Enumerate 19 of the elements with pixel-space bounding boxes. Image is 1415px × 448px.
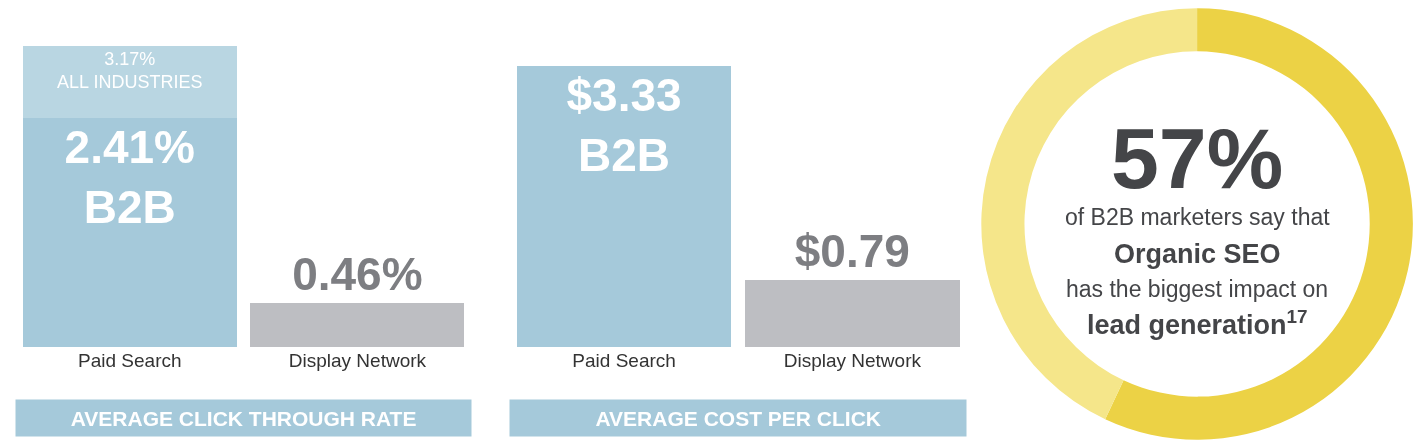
total-label: 3.17%: [104, 49, 156, 69]
text: AVERAGE COST PER CLICK: [595, 406, 881, 430]
x-tick-label: Display Network: [783, 350, 922, 371]
text: has the biggest impact on: [1066, 276, 1329, 302]
series-label: ALL INDUSTRIES: [57, 72, 203, 93]
data-label: $3.33: [566, 69, 682, 121]
data-label: $0.79: [794, 225, 910, 278]
data-label: 2.41%: [64, 121, 196, 174]
text: lead generation$^{17}$: [1087, 306, 1308, 341]
text: 57%: [1111, 110, 1284, 206]
x-tick-label: Paid Search: [572, 350, 676, 371]
text: of B2B marketers say that: [1065, 204, 1331, 230]
series-label: B2B: [578, 128, 671, 181]
x-tick-label: Paid Search: [78, 350, 182, 371]
series-label: B2B: [83, 180, 176, 233]
x-tick-label: Display Network: [288, 350, 427, 371]
text: Organic SEO: [1114, 239, 1281, 269]
data-label: 0.46%: [292, 248, 423, 301]
text: AVERAGE CLICK THROUGH RATE: [70, 406, 417, 430]
